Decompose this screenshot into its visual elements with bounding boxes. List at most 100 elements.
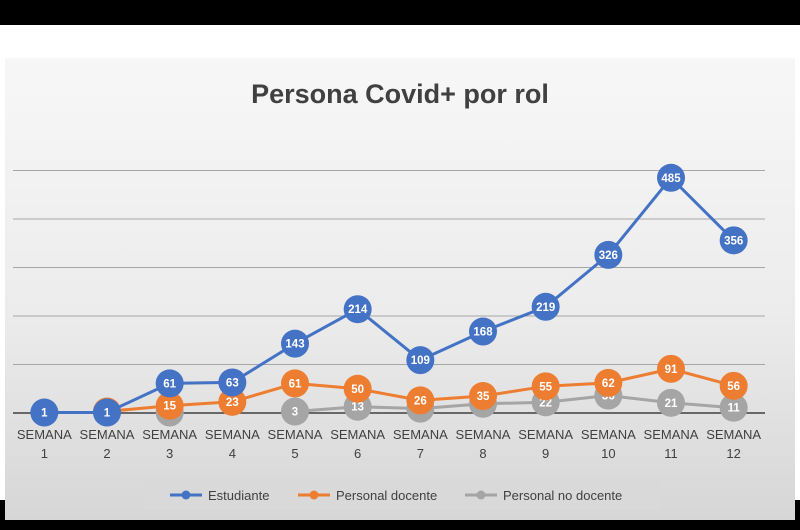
data-label: 356 [724, 235, 743, 247]
data-point [657, 163, 685, 192]
data-point [281, 369, 309, 398]
data-label: 62 [602, 378, 615, 390]
x-tick-label-line: 5 [291, 446, 298, 461]
x-tick-label: SEMANA 10 [581, 427, 636, 461]
data-label: 3 [292, 407, 298, 419]
data-label: 55 [539, 381, 552, 393]
data-point [531, 292, 560, 321]
x-tick-label-line: SEMANA [268, 427, 323, 442]
data-point [281, 397, 309, 426]
series-personal-docente: 3 15 23 61 50 26 35 55 62 91 56 [93, 354, 748, 426]
x-tick-label: SEMANA 7 [393, 427, 448, 461]
data-point [719, 393, 748, 422]
data-point [531, 372, 560, 401]
data-label: 56 [727, 381, 740, 393]
x-tick-label: SEMANA 11 [644, 427, 699, 461]
data-label: 1 [41, 408, 48, 420]
data-label: 61 [163, 378, 176, 390]
legend-marker [476, 490, 486, 500]
x-tick-label-line: 6 [354, 446, 361, 461]
data-label: 11 [728, 403, 741, 415]
legend-label: Estudiante [208, 488, 269, 503]
x-tick-label-line: 12 [726, 446, 740, 461]
legend-label: Personal no docente [503, 488, 622, 503]
data-point [218, 387, 247, 416]
x-tick-label: SEMANA 3 [142, 427, 197, 461]
data-label: 22 [539, 397, 552, 409]
chart-title: Persona Covid+ por rol [251, 79, 549, 109]
x-tick-label-line: SEMANA [142, 427, 197, 442]
x-tick-label-line: SEMANA [80, 427, 135, 442]
x-tick-label: SEMANA 9 [518, 427, 573, 461]
x-tick-label-line: SEMANA [17, 427, 72, 442]
x-tick-label-line: SEMANA [518, 427, 573, 442]
legend-label: Personal docente [336, 488, 437, 503]
legend: Estudiante Personal docente Personal no do… [145, 480, 660, 510]
x-tick-label-line: SEMANA [706, 427, 761, 442]
data-label: 21 [665, 398, 678, 410]
legend-marker [309, 490, 319, 500]
data-point [406, 346, 435, 375]
data-point [469, 317, 497, 346]
x-tick-label-line: 11 [664, 446, 678, 461]
data-label: 35 [477, 391, 490, 403]
data-label: 26 [414, 395, 427, 407]
data-label: 219 [536, 302, 555, 314]
x-tick-label-line: 4 [229, 446, 236, 461]
data-point [343, 374, 372, 403]
data-label: 91 [665, 364, 678, 376]
data-label: 63 [226, 377, 239, 389]
data-label: 23 [226, 397, 239, 409]
x-tick-label-line: 8 [479, 446, 486, 461]
x-tick-label-line: 3 [166, 446, 173, 461]
data-point [218, 368, 247, 397]
data-label: 13 [351, 402, 364, 414]
data-label: 485 [661, 173, 681, 185]
gridlines [13, 170, 765, 365]
series-group: 1313919223621113152361502635556291561161… [30, 163, 748, 427]
data-point [30, 398, 59, 427]
x-tick-label: SEMANA 6 [330, 427, 385, 461]
legend-box [145, 480, 660, 510]
x-tick-label-line: SEMANA [393, 427, 448, 442]
data-point [406, 386, 435, 415]
data-label: 61 [289, 378, 302, 390]
series-personal-no-docente: 131391922362111 [155, 381, 748, 427]
data-point [93, 398, 121, 427]
data-point [594, 240, 623, 269]
x-tick-label: SEMANA 12 [706, 427, 761, 461]
data-point [281, 329, 309, 358]
data-label: 1 [104, 408, 111, 420]
x-tick-label-line: SEMANA [205, 427, 260, 442]
x-tick-label: SEMANA 8 [456, 427, 511, 461]
data-point [155, 369, 184, 398]
x-tick-label-line: 7 [417, 446, 424, 461]
data-label: 214 [348, 304, 368, 316]
data-label: 168 [473, 327, 493, 339]
x-tick-label-line: 2 [103, 446, 110, 461]
x-tick-label: SEMANA 1 [17, 427, 72, 461]
x-tick-label: SEMANA 5 [268, 427, 323, 461]
x-tick-label: SEMANA 4 [205, 427, 260, 461]
x-tick-label: SEMANA 2 [80, 427, 135, 461]
x-tick-label-line: SEMANA [330, 427, 385, 442]
data-point [155, 391, 184, 420]
data-label: 15 [163, 401, 176, 413]
data-point [657, 354, 685, 383]
data-point [594, 368, 623, 397]
data-point [469, 382, 497, 411]
data-point [343, 295, 372, 324]
x-tick-label-line: 10 [601, 446, 615, 461]
screenshot-frame: Persona Covid+ por rol SEMANA 1 SEMANA 2 SEM… [0, 25, 800, 520]
data-label: 326 [599, 250, 618, 262]
data-label: 50 [351, 384, 364, 396]
data-label: 109 [411, 355, 430, 367]
x-tick-label-line: 1 [41, 446, 48, 461]
data-label: 143 [285, 339, 304, 351]
legend-marker [181, 490, 191, 500]
x-tick-label-line: SEMANA [581, 427, 636, 442]
x-tick-label-line: SEMANA [644, 427, 699, 442]
